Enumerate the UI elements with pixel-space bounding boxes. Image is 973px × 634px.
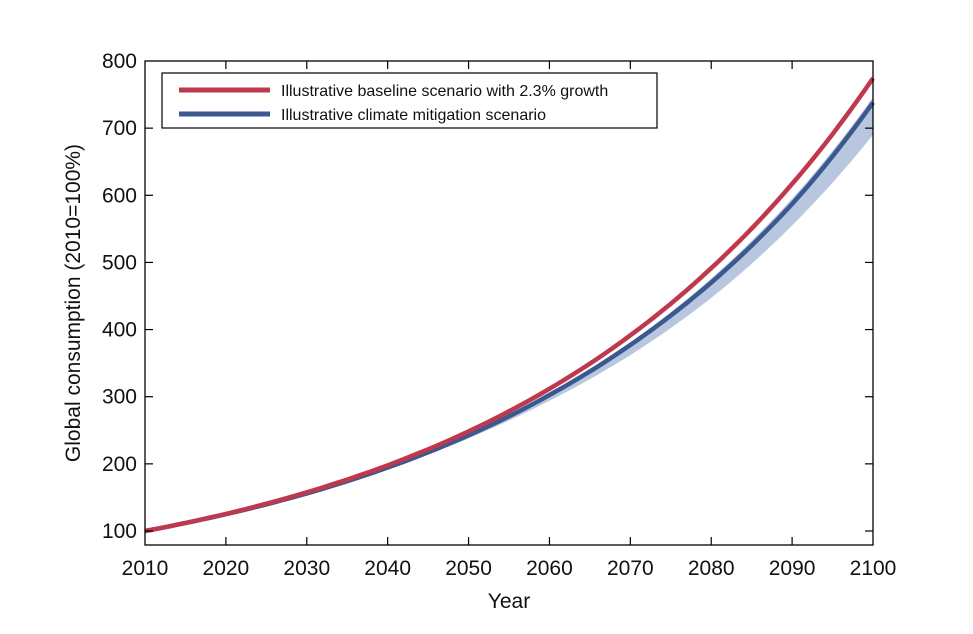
series-layer [144,76,875,534]
y-tick-label: 800 [102,50,137,73]
x-tick-label: 2060 [526,557,573,580]
x-tick-label: 2080 [688,557,735,580]
y-tick-label: 600 [102,184,137,207]
legend-label-mitigation: Illustrative climate mitigation scenario [281,107,546,124]
x-tick-label: 2050 [445,557,492,580]
series-line-baseline [144,76,875,534]
x-tick-label: 2040 [364,557,411,580]
x-tick-label: 2070 [607,557,654,580]
y-tick-label: 100 [102,520,137,543]
x-axis: 2010 2020 2030 2040 2050 2060 2070 2080 2090 2100 [122,61,897,580]
y-axis-title: Global consumption (2010=100%) [62,144,85,462]
x-axis-title: Year [488,590,530,613]
y-tick-label: 300 [102,386,137,409]
x-tick-label: 2020 [203,557,250,580]
x-tick-label: 2100 [850,557,897,580]
series-line-mitigation [144,101,875,534]
legend-label-baseline: Illustrative baseline scenario with 2.3%… [281,83,608,100]
y-tick-label: 500 [102,251,137,274]
legend: Illustrative baseline scenario with 2.3%… [161,72,658,129]
y-axis: 100 200 300 400 500 600 700 800 [102,50,873,543]
y-tick-label: 700 [102,117,137,140]
y-tick-label: 400 [102,319,137,342]
x-tick-label: 2090 [769,557,816,580]
y-tick-label: 200 [102,453,137,476]
legend-box [161,72,658,129]
x-tick-label: 2030 [283,557,330,580]
x-tick-label: 2010 [122,557,169,580]
band-layer [145,97,873,532]
plot-frame [144,60,874,546]
mitigation-range-band [145,97,873,532]
